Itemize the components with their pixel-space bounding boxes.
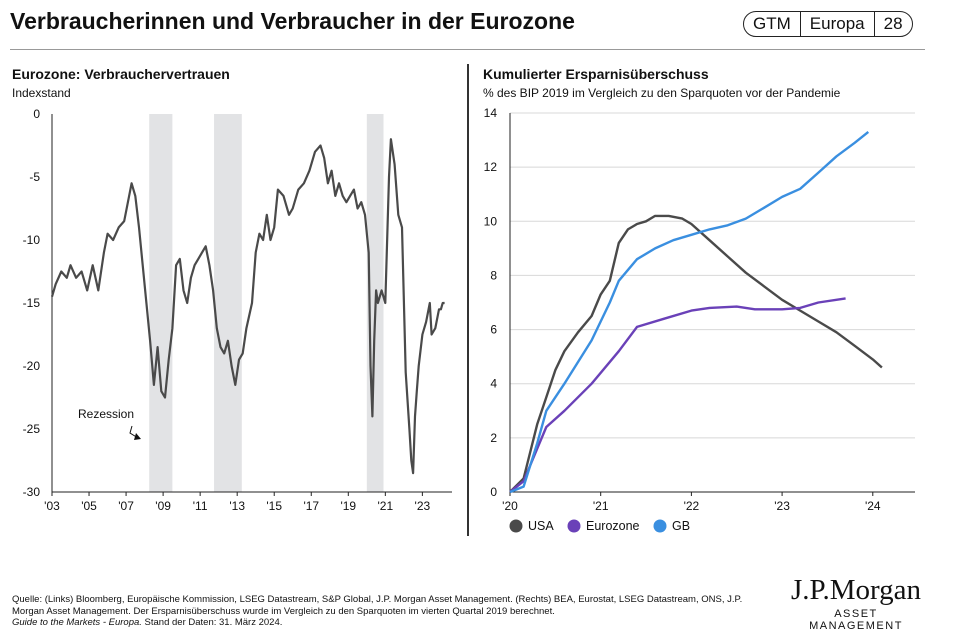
x-tick-label: '24 (865, 499, 881, 513)
y-tick-label: -5 (29, 170, 40, 184)
y-tick-label: 6 (490, 323, 497, 337)
x-tick-label: '03 (44, 499, 60, 513)
left-chart-subtitle: Indexstand (12, 86, 71, 100)
footnote-source: Quelle: (Links) Bloomberg, Europäische K… (12, 594, 743, 617)
y-tick-label: -20 (23, 359, 41, 373)
x-tick-label: '19 (340, 499, 356, 513)
x-tick-label: '23 (774, 499, 790, 513)
jpmorgan-logo: J.P.Morgan ASSET MANAGEMENT (786, 574, 926, 632)
badge-region: Europa (799, 12, 874, 36)
series-line-usa (509, 214, 883, 493)
x-tick-label: '09 (155, 499, 171, 513)
legend-label-eurozone: Eurozone (586, 519, 640, 533)
recession-band-1 (149, 114, 173, 492)
x-tick-label: '21 (593, 499, 609, 513)
x-tick-label: '05 (81, 499, 97, 513)
legend-marker-gb (653, 519, 667, 533)
x-tick-label: '17 (303, 499, 319, 513)
series-line-consumer-confidence (50, 138, 445, 475)
x-tick-label: '13 (229, 499, 245, 513)
y-tick-label: 2 (490, 431, 497, 445)
y-tick-label: -25 (23, 422, 41, 436)
legend-label-usa: USA (528, 519, 554, 533)
x-tick-label: '23 (415, 499, 431, 513)
footnote: Quelle: (Links) Bloomberg, Europäische K… (12, 594, 752, 629)
y-tick-label: 0 (490, 485, 497, 499)
annotation-arrowhead (134, 433, 141, 440)
x-tick-label: '07 (118, 499, 134, 513)
consumer-confidence-chart: 0 -5 -10 -15 -20 -25 -30'03 '05 '07 '09 '11 '13 '15 '… (23, 107, 452, 513)
x-tick-label: '21 (378, 499, 394, 513)
logo-subline: ASSET MANAGEMENT (809, 608, 903, 632)
badge-page-number: 28 (873, 12, 912, 36)
recession-annotation: Rezession (78, 407, 134, 421)
y-tick-label: 4 (490, 377, 497, 391)
y-tick-label: -15 (23, 296, 41, 310)
legend-label-gb: GB (672, 519, 690, 533)
footnote-guide: Guide to the Markets - Europa. (12, 617, 142, 628)
footnote-date: Stand der Daten: 31. März 2024. (144, 617, 283, 628)
y-tick-label: 14 (484, 106, 498, 120)
page-badge: GTM Europa 28 (743, 11, 913, 37)
recession-band-2 (214, 114, 242, 492)
logo-wordmark: J.P.Morgan (791, 574, 921, 606)
x-tick-label: '20 (502, 499, 518, 513)
title-rule (10, 49, 925, 50)
right-chart-title: Kumulierter Ersparnisüberschuss (483, 66, 709, 82)
panel-divider (467, 64, 469, 536)
y-tick-label: 8 (490, 268, 497, 282)
right-chart-subtitle: % des BIP 2019 im Vergleich zu den Sparq… (483, 86, 841, 100)
y-tick-label: -30 (23, 485, 41, 499)
series-line-eurozone (509, 297, 846, 493)
y-tick-label: 12 (484, 160, 498, 174)
excess-savings-chart: 0 2 4 6 8 10 12 14 '20 '21 '22 '23 '24 USA Eurozone GB (484, 106, 915, 533)
y-tick-label: 10 (484, 214, 498, 228)
legend-marker-eurozone (567, 519, 581, 533)
left-chart-title: Eurozone: Verbrauchervertrauen (12, 66, 230, 82)
page-title: Verbraucherinnen und Verbraucher in der … (10, 8, 575, 34)
x-tick-label: '15 (266, 499, 282, 513)
y-tick-label: 0 (33, 107, 40, 121)
legend-marker-usa (509, 519, 523, 533)
series-line-gb (509, 130, 870, 494)
badge-gtm: GTM (753, 14, 791, 33)
x-tick-label: '22 (684, 499, 700, 513)
x-tick-label: '11 (193, 499, 208, 513)
y-tick-label: -10 (23, 233, 41, 247)
